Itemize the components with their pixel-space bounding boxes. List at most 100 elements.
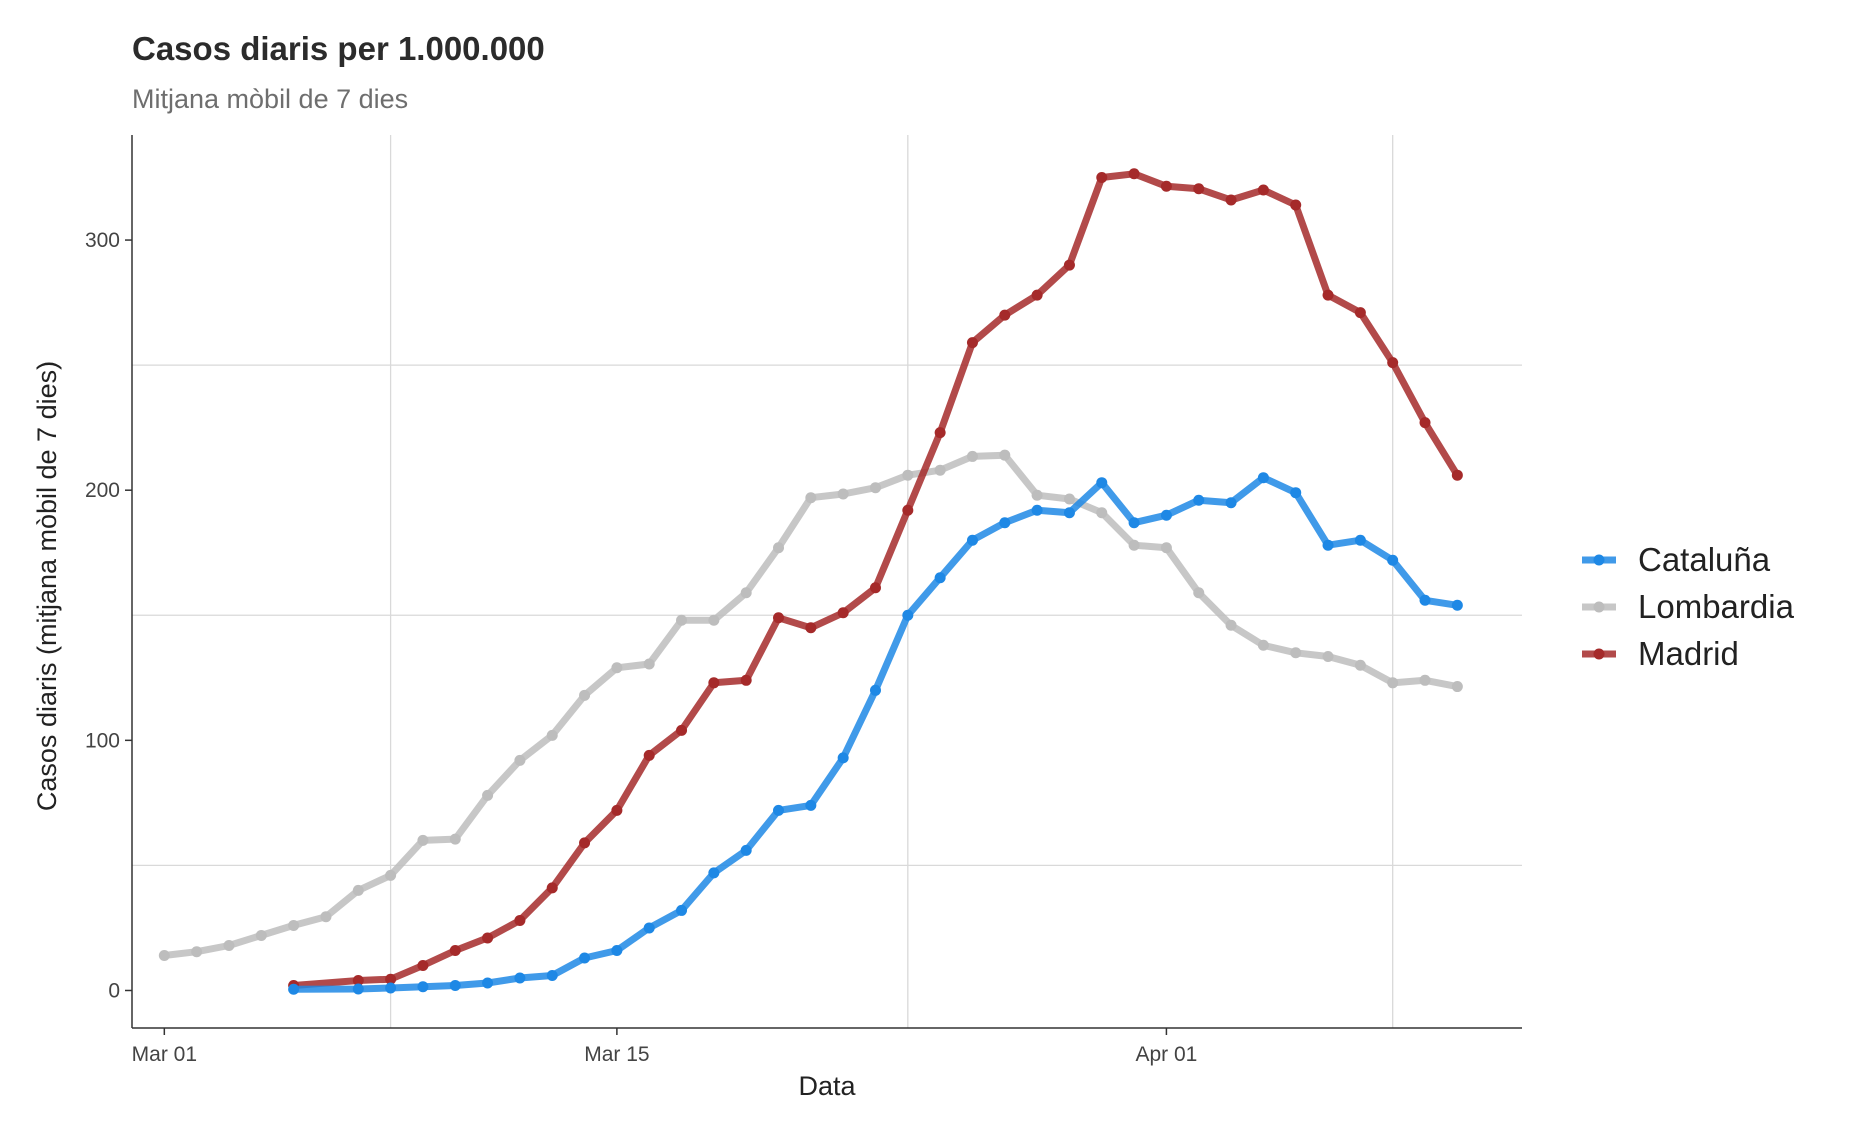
data-point [1193, 587, 1205, 599]
data-point [643, 922, 655, 934]
data-point [740, 674, 752, 686]
data-point [1031, 289, 1043, 301]
data-point [546, 969, 558, 981]
x-tick-label: Mar 01 [132, 1043, 197, 1066]
x-axis-title: Data [798, 1071, 856, 1101]
data-point [708, 614, 720, 626]
axes [131, 135, 1522, 1029]
data-point [223, 939, 235, 951]
data-point [611, 662, 623, 674]
data-point [1322, 289, 1334, 301]
data-point [1419, 594, 1431, 606]
data-point [676, 724, 688, 736]
data-point [902, 609, 914, 621]
series-line [290, 474, 1461, 993]
data-point [1322, 539, 1334, 551]
data-point [999, 449, 1011, 461]
data-point [1160, 509, 1172, 521]
data-point [611, 804, 623, 816]
data-point [1451, 469, 1463, 481]
data-point [417, 834, 429, 846]
data-point [1354, 534, 1366, 546]
data-point [255, 929, 267, 941]
data-point [288, 983, 300, 995]
data-point [1128, 517, 1140, 529]
chart-subtitle: Mitjana mòbil de 7 dies [132, 84, 409, 114]
data-point [385, 869, 397, 881]
data-point [869, 482, 881, 494]
data-point [869, 684, 881, 696]
legend: Cataluña Lombardia Madrid [1582, 541, 1795, 672]
data-point [1451, 681, 1463, 693]
data-point [320, 911, 332, 923]
data-point [579, 952, 591, 964]
data-point [999, 517, 1011, 529]
data-point [837, 607, 849, 619]
data-point [1290, 487, 1302, 499]
data-point [158, 949, 170, 961]
y-axis-title: Casos diaris (mitjana mòbil de 7 dies) [32, 361, 62, 811]
data-point [708, 677, 720, 689]
data-point [1257, 639, 1269, 651]
data-point [1031, 504, 1043, 516]
data-point [546, 729, 558, 741]
legend-label: Lombardia [1638, 588, 1795, 625]
data-point [417, 981, 429, 993]
data-point [1225, 497, 1237, 509]
data-point [482, 789, 494, 801]
data-point [288, 919, 300, 931]
data-point [966, 534, 978, 546]
data-point [352, 974, 364, 986]
y-tick-label: 200 [85, 479, 120, 502]
ticks: 0 100 200 300 Mar 01 Mar 15 Apr 01 [85, 229, 1197, 1066]
data-point [352, 983, 364, 995]
data-point [1193, 183, 1205, 195]
data-point [1257, 472, 1269, 484]
data-point [514, 914, 526, 926]
legend-swatch-point [1593, 601, 1605, 613]
data-point [449, 979, 461, 991]
data-point [966, 337, 978, 349]
data-point [1063, 493, 1075, 505]
legend-swatch-point [1593, 648, 1605, 660]
data-point [546, 882, 558, 894]
data-point [934, 464, 946, 476]
data-point [611, 944, 623, 956]
data-point [1419, 417, 1431, 429]
data-point [579, 837, 591, 849]
data-point [417, 959, 429, 971]
legend-label: Cataluña [1638, 541, 1771, 578]
data-point [1290, 199, 1302, 211]
data-point [902, 504, 914, 516]
data-point [1096, 477, 1108, 489]
data-point [1290, 647, 1302, 659]
data-point [1063, 507, 1075, 519]
data-point [740, 844, 752, 856]
series-layer [158, 168, 1463, 995]
legend-item: Madrid [1582, 635, 1739, 672]
data-point [805, 799, 817, 811]
data-point [514, 754, 526, 766]
data-point [1419, 674, 1431, 686]
data-point [740, 587, 752, 599]
data-point [385, 982, 397, 994]
data-point [1096, 507, 1108, 519]
data-point [1451, 599, 1463, 611]
data-point [1128, 539, 1140, 551]
data-point [934, 427, 946, 439]
chart-title: Casos diaris per 1.000.000 [132, 30, 545, 67]
x-tick-label: Apr 01 [1135, 1043, 1197, 1066]
data-point [805, 622, 817, 634]
data-point [643, 749, 655, 761]
data-point [966, 450, 978, 462]
legend-label: Madrid [1638, 635, 1739, 672]
series-line [290, 170, 1461, 989]
legend-swatch-point [1593, 554, 1605, 566]
series-lombardia [158, 449, 1463, 961]
legend-item: Cataluña [1582, 541, 1771, 578]
data-point [643, 658, 655, 670]
data-point [902, 469, 914, 481]
data-point [1160, 542, 1172, 554]
data-point [385, 973, 397, 985]
